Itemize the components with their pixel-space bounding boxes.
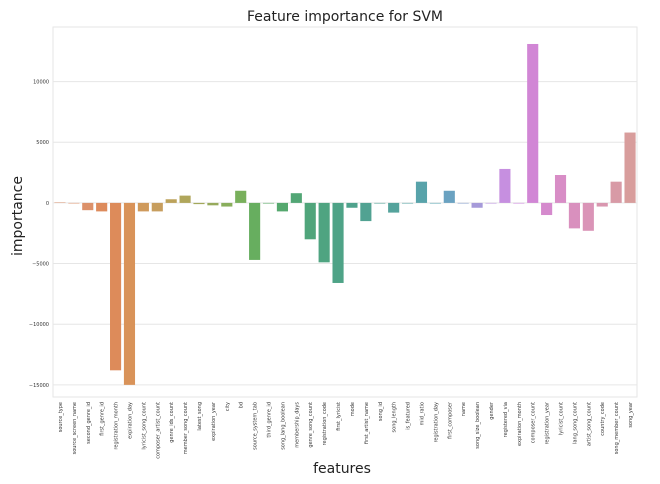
bar-membership-days <box>290 193 302 203</box>
bar-song-year <box>624 132 636 203</box>
x-axis-label: features <box>313 461 371 477</box>
x-tick-label: expiration_year <box>211 401 217 441</box>
bar-first-lyricist <box>332 202 344 283</box>
bar-genre-song-count <box>304 202 316 240</box>
x-tick-label: genre_song_count <box>308 402 314 448</box>
x-tick-label: artist_song_count <box>586 402 592 446</box>
x-tick-label: song_member_count <box>614 402 620 454</box>
bar-bd <box>235 190 247 203</box>
bar-artist-song-count <box>582 202 594 231</box>
bar-first-genre-id <box>96 202 108 212</box>
x-tick-label: name <box>461 402 467 416</box>
bar-name <box>457 202 469 204</box>
x-tick-label: bd <box>239 402 245 408</box>
bar-song-lang-boolean <box>276 202 288 212</box>
bar-source-system-tab <box>249 202 261 260</box>
bar-lyricist-song-count <box>137 202 149 212</box>
x-tick-label: registered_via <box>503 402 509 437</box>
x-tick-label: membership_days <box>294 402 300 448</box>
x-tick-label: composer_artist_count <box>155 402 161 459</box>
bar-registered-via <box>499 168 511 203</box>
bar-city <box>221 202 233 207</box>
y-tick-labels: −15000 −10000 −5000 0 5000 10000 <box>29 80 49 389</box>
bar-composer-artist-count <box>151 202 163 212</box>
bar-registration-year <box>541 202 553 216</box>
bar-member-song-count <box>179 195 191 203</box>
bar-is-featured <box>402 202 414 204</box>
plot-frame <box>52 26 638 398</box>
chart-title: Feature importance for SVM <box>247 9 443 25</box>
x-tick-label: mode <box>350 402 356 416</box>
bar-lang-song-count <box>568 202 580 229</box>
y-tick-label: 5000 <box>36 140 49 146</box>
bar-song-size-boolean <box>471 202 483 208</box>
bar-mid-ratio <box>415 181 428 203</box>
x-tick-label: is_featured <box>406 402 412 430</box>
x-tick-label: second_genre_id <box>86 402 92 444</box>
bar-composer-count <box>527 43 539 203</box>
y-axis-label: importance <box>10 176 26 256</box>
x-tick-label: first_composer <box>447 401 453 439</box>
x-tick-label: third_genre_id <box>267 402 273 438</box>
bar-song-member-count <box>610 181 622 203</box>
x-tick-label: country_code <box>600 402 606 436</box>
grid-lines <box>53 81 637 386</box>
bar-song-id <box>374 202 386 204</box>
bars <box>54 43 636 385</box>
bar-lyricist-count <box>554 175 567 203</box>
bar-registration-code <box>318 202 330 263</box>
x-tick-label: lang_song_count <box>572 402 578 444</box>
bar-expiration-year <box>207 202 219 206</box>
bar-latest-song <box>193 202 205 205</box>
y-tick-label: 0 <box>46 201 49 207</box>
x-tick-label: song_id <box>378 402 384 421</box>
bar-song-length <box>388 202 400 213</box>
bar-expiration-month <box>513 202 525 204</box>
x-tick-label: song_lang_boolean <box>280 402 286 450</box>
x-tick-label: expiration_day <box>127 402 133 439</box>
y-tick-label: 10000 <box>33 80 49 86</box>
bar-expiration-day <box>123 202 136 385</box>
x-tick-label: registration_day <box>433 402 439 443</box>
x-tick-label: registration_month <box>114 402 120 450</box>
x-tick-label: song_length <box>392 402 398 432</box>
bar-country-code <box>596 202 608 207</box>
bar-source-screen-name <box>68 202 80 204</box>
x-tick-label: member_song_count <box>183 402 189 454</box>
bar-first-artist-name <box>360 202 372 222</box>
bar-registration-month <box>110 202 122 371</box>
bar-second-genre-id <box>82 202 94 211</box>
bar-registration-day <box>429 202 441 204</box>
y-tick-label: −5000 <box>32 262 49 268</box>
bar-first-composer <box>443 190 455 203</box>
x-tick-label: source_type <box>58 402 64 432</box>
x-tick-label: song_size_boolean <box>475 402 481 449</box>
x-tick-label: city <box>225 402 231 411</box>
x-tick-label: lyricist_song_count <box>141 402 147 450</box>
x-tick-label: gender <box>489 401 495 420</box>
x-tick-label: mid_ratio <box>419 402 425 425</box>
x-tick-label: first_lyricist <box>336 402 342 431</box>
bar-mode <box>346 202 358 208</box>
x-tick-label: source_screen_name <box>72 402 78 454</box>
y-tick-label: −10000 <box>29 322 49 328</box>
x-tick-label: expiration_month <box>517 402 523 446</box>
x-tick-label: source_system_tab <box>253 402 259 450</box>
x-tick-label: first_genre_id <box>100 402 106 436</box>
x-tick-labels: source_type source_screen_name second_genr… <box>58 401 634 459</box>
x-tick-label: lyricist_count <box>559 402 565 435</box>
x-tick-label: registration_year <box>545 401 551 444</box>
x-tick-label: registration_code <box>322 402 328 445</box>
bar-source-type <box>54 202 66 203</box>
bar-genre-ids-count <box>165 199 177 203</box>
x-tick-label: latest_song <box>197 402 203 431</box>
bar-gender <box>485 202 497 204</box>
bar-third-genre-id <box>262 202 275 204</box>
x-tick-label: first_artist_name <box>364 402 370 444</box>
x-tick-label: genre_ids_count <box>169 402 175 443</box>
y-tick-label: −15000 <box>29 383 49 389</box>
x-tick-label: song_year <box>628 401 634 428</box>
x-tick-label: composer_count <box>531 402 537 443</box>
